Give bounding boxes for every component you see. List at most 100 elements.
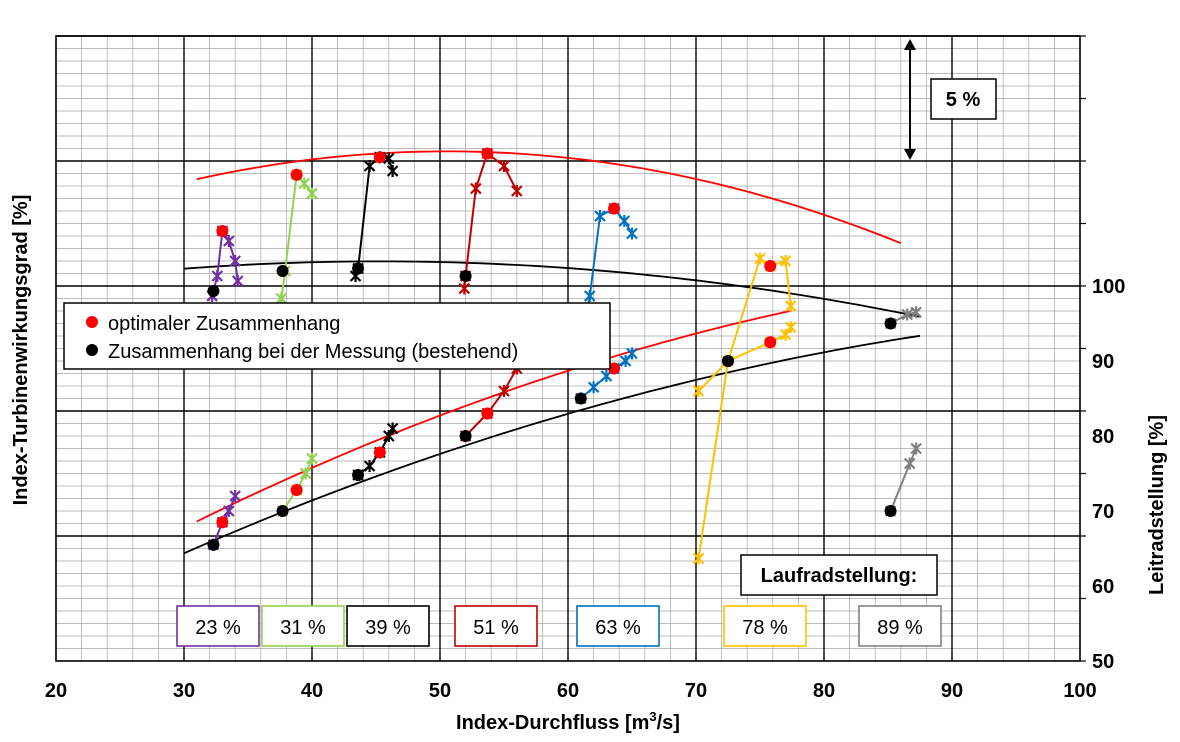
x-tick-label: 100: [1063, 680, 1096, 702]
leitrad-point-measured: [352, 469, 365, 481]
runner-setting-label: 89 %: [877, 617, 923, 639]
series-point-marker: [618, 215, 631, 227]
leitrad-series-line: [464, 368, 518, 437]
efficiency-point-optimal: [290, 168, 303, 181]
series-point-marker: [386, 422, 399, 435]
leitrad-point-measured: [276, 505, 289, 517]
series-point-marker: [784, 321, 797, 334]
efficiency-point-measured: [207, 285, 220, 297]
series-point-marker: [306, 187, 318, 200]
leitrad-point-measured: [207, 538, 220, 551]
runner-title-box: [740, 554, 938, 596]
series-point-marker: [910, 306, 922, 319]
runner-setting-1: 23 %: [176, 605, 260, 647]
runner-setting-2: 31 %: [261, 605, 345, 647]
runner-setting-label: 63 %: [595, 617, 641, 639]
runner-setting-box: [576, 605, 660, 647]
y-right-tick-label: 90: [1092, 351, 1114, 373]
series-point-marker: [903, 457, 916, 470]
x-tick-label: 40: [301, 680, 323, 702]
leitrad-point-optimal: [373, 446, 386, 459]
series-point-marker: [587, 381, 600, 394]
series-point-marker: [223, 505, 235, 517]
leitrad-point-measured: [722, 355, 734, 367]
runner-setting-box: [858, 605, 942, 647]
runner-setting-label: 31 %: [280, 617, 326, 639]
efficiency-point-measured: [884, 505, 897, 517]
y-axis-label-left: Index-Turbinenwirkungsgrad [%]: [10, 195, 32, 506]
efficiency-point-optimal: [216, 225, 229, 237]
series-point-marker: [386, 165, 399, 177]
runner-setting-5: 63 %: [576, 605, 660, 647]
x-tick-label: 70: [685, 680, 707, 702]
series-point-marker: [229, 490, 241, 502]
runner-setting-4: 51 %: [454, 605, 538, 647]
series-point-marker: [458, 282, 471, 295]
series-point-marker: [363, 460, 376, 472]
scale-label: 5 %: [946, 89, 981, 111]
series-point-marker: [594, 210, 606, 222]
series-point-marker: [583, 290, 596, 302]
y-right-tick-label: 50: [1092, 651, 1114, 673]
series-point-marker: [363, 160, 376, 172]
x-tick-label: 80: [813, 680, 835, 702]
leitrad-curve-optimal: [196, 309, 793, 523]
efficiency-point-measured: [459, 270, 472, 282]
efficiency-point-measured: [276, 265, 289, 277]
series-point-marker: [692, 552, 705, 565]
series-point-marker: [754, 252, 766, 265]
efficiency-point-optimal: [608, 202, 621, 215]
leitrad-point-optimal: [481, 407, 494, 420]
x-tick-label: 90: [941, 680, 963, 702]
scale-arrow-head-top: [904, 39, 916, 50]
leitrad-point-optimal: [216, 516, 229, 529]
y-right-tick-label: 80: [1092, 426, 1114, 448]
leitrad-curve-measured: [183, 334, 921, 555]
legend-box: [63, 302, 611, 370]
series-point-marker: [229, 255, 241, 267]
efficiency-point-measured: [352, 262, 365, 275]
series-point-marker: [692, 385, 705, 397]
runner-setting-boxes: 23 % 31 % 39 % 51 % 63 % 78 % 89 %: [176, 605, 942, 647]
runner-setting-6: 78 %: [723, 605, 807, 647]
series-point-marker: [298, 177, 311, 190]
series-point-marker: [901, 308, 913, 321]
runner-setting-box: [176, 605, 260, 647]
runner-setting-box: [346, 605, 430, 647]
leitrad-series-line: [281, 458, 313, 512]
series-point-marker: [299, 467, 312, 480]
legend-marker-measured: [86, 344, 98, 356]
scale-label-box: [930, 78, 997, 120]
series-point-marker: [211, 270, 224, 282]
series-point-marker: [910, 442, 922, 455]
legend: optimaler Zusammenhang Zusammenhang bei …: [63, 302, 611, 370]
series-point-marker: [470, 182, 482, 195]
y-right-tick-label: 70: [1092, 501, 1114, 523]
series-point-marker: [306, 452, 318, 465]
series-point-marker: [779, 255, 792, 267]
y-right-tick-labels: 50 60 70 80 90 100: [1080, 35, 1125, 673]
series-point-marker: [626, 227, 638, 240]
runner-setting-label: 23 %: [195, 617, 241, 639]
efficiency-curve-measured: [183, 260, 921, 318]
scale-annotation: 5 %: [904, 39, 997, 160]
series-point-marker: [511, 185, 523, 197]
x-axis-label: Index-Durchfluss [m3/s]: [456, 709, 680, 734]
efficiency-curve-optimal: [196, 150, 902, 245]
legend-entry-optimal: optimaler Zusammenhang: [108, 313, 340, 335]
runner-setting-3: 39 %: [346, 605, 430, 647]
x-tick-label: 60: [557, 680, 579, 702]
efficiency-point-optimal: [481, 147, 494, 160]
efficiency-point-optimal: [764, 260, 777, 272]
runner-setting-box: [261, 605, 345, 647]
leitrad-point-measured: [884, 317, 897, 330]
leitrad-point-optimal: [764, 336, 777, 349]
runner-setting-label: 51 %: [473, 617, 519, 639]
series-point-marker: [784, 300, 797, 312]
legend-entry-measured: Zusammenhang bei der Messung (bestehend): [108, 341, 518, 363]
runner-setting-7: 89 %: [858, 605, 942, 647]
series-point-marker: [498, 160, 510, 172]
runner-title: Laufradstellung:: [740, 554, 938, 596]
markers: [206, 147, 922, 565]
